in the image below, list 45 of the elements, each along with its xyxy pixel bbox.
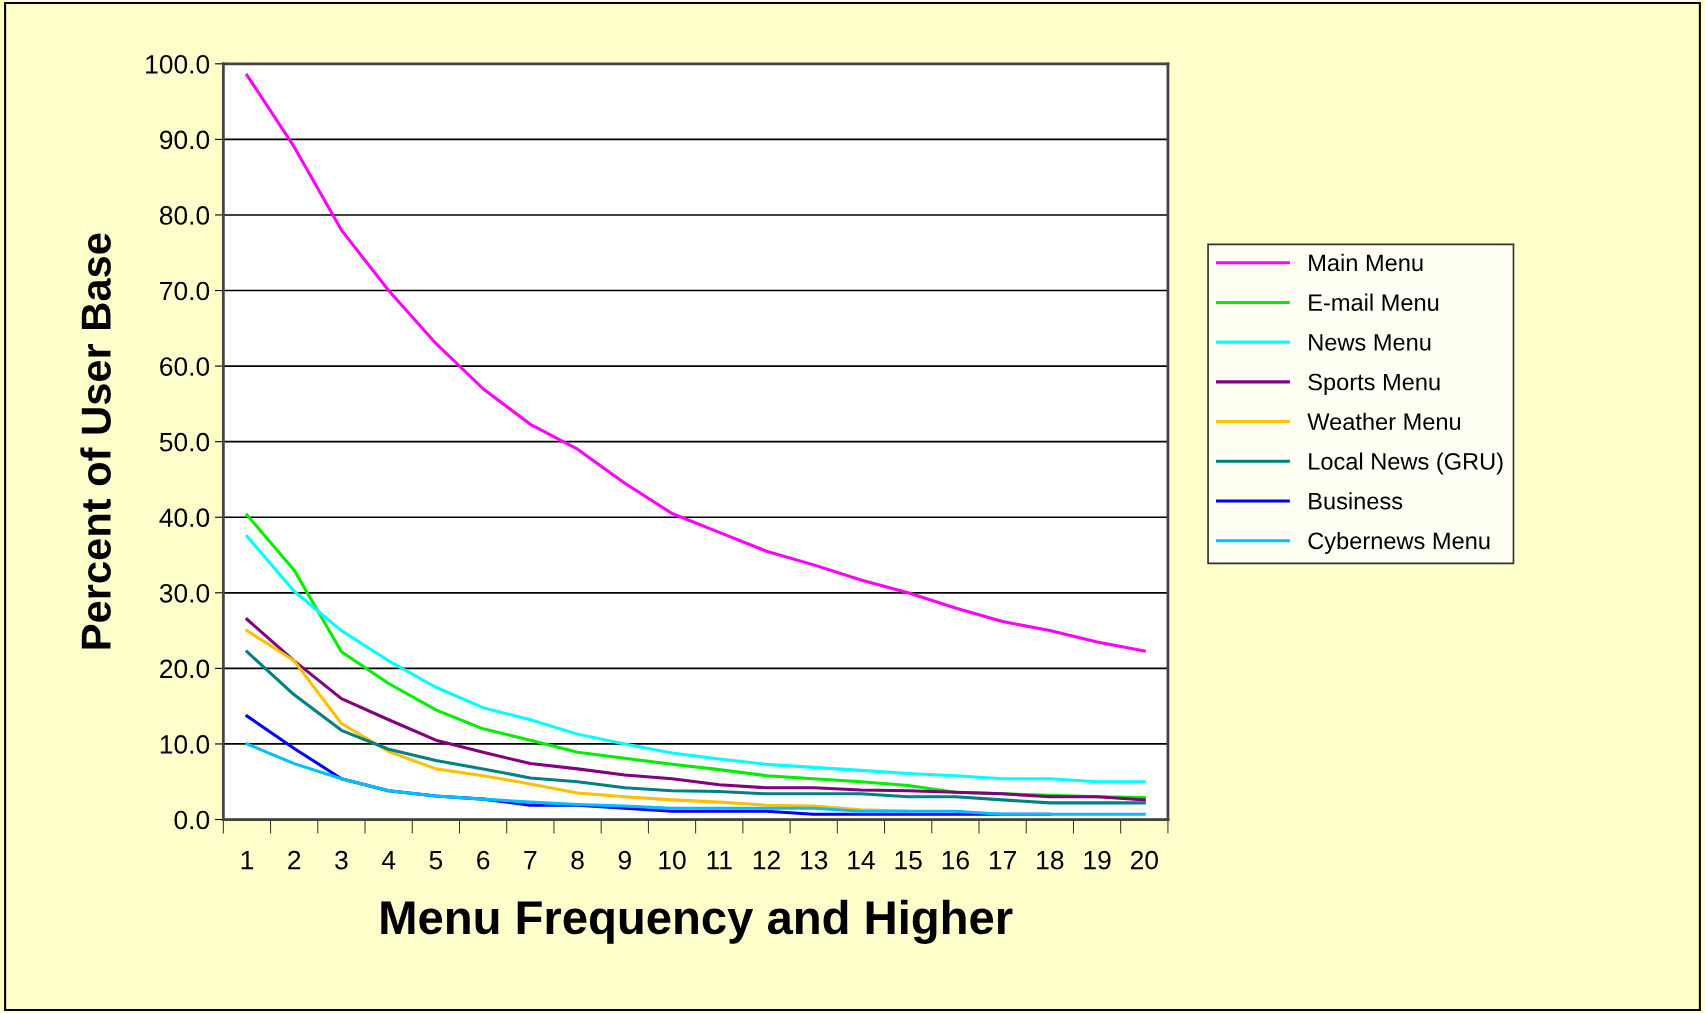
y-tick-label: 90.0 bbox=[160, 130, 210, 150]
x-tick-label: 7 bbox=[524, 851, 537, 870]
x-tick-label: 6 bbox=[477, 850, 490, 870]
x-tick-label: 14 bbox=[848, 851, 875, 870]
y-tick-label: 50.0 bbox=[159, 432, 210, 452]
x-tick-label: 2 bbox=[288, 850, 301, 870]
y-tick-label: 10.0 bbox=[160, 735, 210, 754]
x-tick-label: 4 bbox=[381, 851, 396, 870]
line-series bbox=[245, 73, 1146, 653]
legend-label: Local News (GRU) bbox=[1309, 452, 1503, 475]
y-tick-label: 40.0 bbox=[159, 508, 210, 528]
y-tick-label: 30.0 bbox=[159, 583, 210, 603]
y-tick-label: 0.0 bbox=[174, 810, 210, 830]
x-tick-label: 9 bbox=[618, 850, 631, 870]
y-tick-label: 100.0 bbox=[146, 54, 210, 74]
x-axis-title: Menu Frequency and Higher bbox=[381, 899, 1013, 944]
x-tick-label: 19 bbox=[1084, 850, 1111, 870]
x-tick-label: 18 bbox=[1037, 850, 1064, 870]
x-tick-label: 3 bbox=[335, 850, 348, 870]
legend-label: Main Menu bbox=[1309, 253, 1423, 272]
x-tick-label: 17 bbox=[989, 851, 1016, 870]
line-series bbox=[245, 742, 1146, 816]
y-tick-label: 20.0 bbox=[160, 659, 210, 679]
legend-label: Cybernews Menu bbox=[1308, 531, 1490, 554]
x-tick-label: 8 bbox=[571, 850, 584, 870]
x-tick-label: 10 bbox=[659, 850, 686, 870]
x-tick-label: 15 bbox=[895, 851, 922, 870]
line-series bbox=[245, 650, 1146, 805]
legend-label: News Menu bbox=[1309, 334, 1431, 351]
y-axis-title: Percent of User Base bbox=[80, 233, 111, 649]
legend-label: Business bbox=[1309, 492, 1403, 510]
y-tick-label: 60.0 bbox=[160, 357, 210, 376]
legend-label: Sports Menu bbox=[1308, 373, 1440, 396]
y-tick-label: 70.0 bbox=[160, 281, 210, 301]
x-tick-label: 5 bbox=[429, 851, 443, 870]
x-tick-label: 11 bbox=[707, 851, 732, 870]
legend-label: Weather Menu bbox=[1307, 412, 1461, 431]
x-tick-label: 1 bbox=[241, 851, 254, 870]
line-series bbox=[245, 617, 1146, 802]
x-tick-label: 16 bbox=[942, 850, 969, 870]
x-tick-label: 12 bbox=[753, 850, 780, 870]
y-tick-label: 80.0 bbox=[159, 206, 210, 225]
x-tick-label: 13 bbox=[801, 850, 828, 870]
x-tick-label: 20 bbox=[1130, 850, 1158, 870]
legend-label: E-mail Menu bbox=[1309, 293, 1439, 311]
